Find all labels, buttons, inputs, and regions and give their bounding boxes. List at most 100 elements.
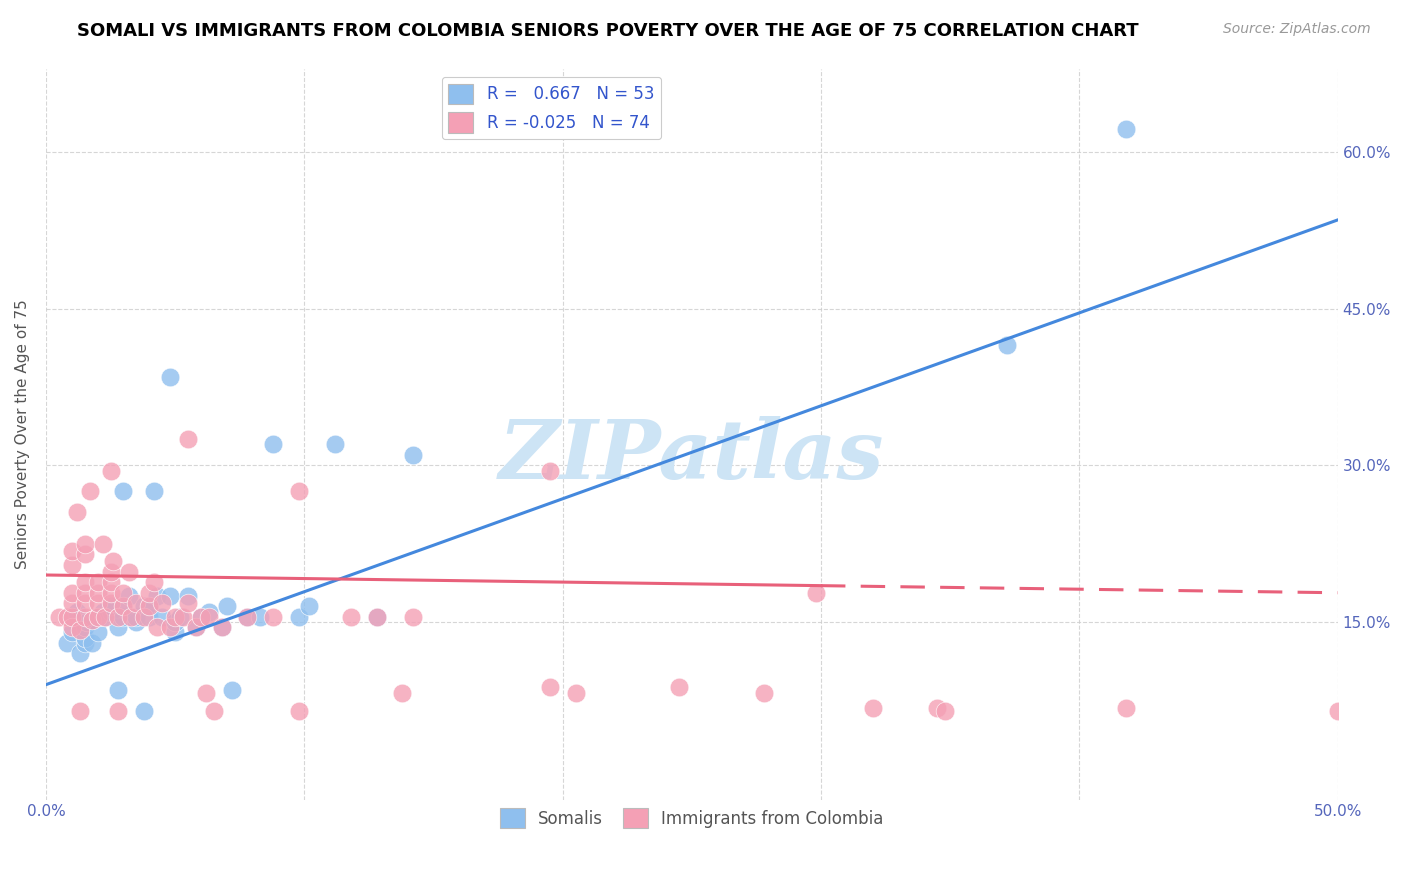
Point [564,686,586,700]
Point [86,609,108,624]
Point [262,609,284,624]
Point [134,704,156,718]
Point [172,609,194,624]
Point [197,605,219,619]
Point [112,586,135,600]
Point [146,589,169,603]
Y-axis label: Seniors Poverty Over the Age of 75: Seniors Poverty Over the Age of 75 [15,299,30,569]
Point [143,484,166,499]
Point [73,636,96,650]
Point [177,432,200,446]
Point [236,609,259,624]
Point [143,575,166,590]
Point [221,682,243,697]
Point [165,609,187,624]
Point [236,609,259,624]
Point [249,609,271,624]
Point [165,615,187,629]
Point [86,625,108,640]
Point [184,620,207,634]
Point [862,700,884,714]
Point [159,589,181,603]
Point [73,596,96,610]
Point [86,596,108,610]
Point [86,586,108,600]
Point [934,704,956,718]
Text: SOMALI VS IMMIGRANTS FROM COLOMBIA SENIORS POVERTY OVER THE AGE OF 75 CORRELATIO: SOMALI VS IMMIGRANTS FROM COLOMBIA SENIO… [77,22,1139,40]
Point [288,484,311,499]
Point [60,625,83,640]
Point [86,575,108,590]
Point [82,636,104,650]
Point [340,609,363,624]
Point [804,586,827,600]
Point [94,609,117,624]
Point [60,544,83,558]
Point [69,646,91,660]
Point [73,586,96,600]
Point [48,609,70,624]
Point [159,620,181,634]
Point [91,605,114,619]
Point [107,609,129,624]
Point [60,586,83,600]
Point [125,609,148,624]
Point [73,547,96,561]
Point [100,575,122,590]
Point [117,565,139,579]
Point [1326,704,1348,718]
Point [184,620,207,634]
Point [60,620,83,634]
Point [1115,700,1137,714]
Legend: Somalis, Immigrants from Colombia: Somalis, Immigrants from Colombia [494,801,890,835]
Point [146,620,169,634]
Point [391,686,413,700]
Point [190,609,212,624]
Point [101,554,124,568]
Point [82,613,104,627]
Point [138,609,160,624]
Point [177,589,200,603]
Point [138,586,160,600]
Point [94,609,117,624]
Point [112,599,135,614]
Point [159,369,181,384]
Point [211,620,233,634]
Point [73,609,96,624]
Point [262,437,284,451]
Point [177,596,200,610]
Point [69,624,91,638]
Point [86,609,108,624]
Point [165,625,187,640]
Point [668,680,690,694]
Point [117,589,139,603]
Point [366,609,388,624]
Point [538,464,561,478]
Point [195,686,218,700]
Point [100,596,122,610]
Point [402,609,425,624]
Point [107,704,129,718]
Point [73,536,96,550]
Point [125,615,148,629]
Point [752,686,775,700]
Point [73,620,96,634]
Point [1115,122,1137,136]
Point [73,575,96,590]
Point [69,704,91,718]
Point [120,609,142,624]
Point [197,609,219,624]
Point [66,605,89,619]
Point [107,682,129,697]
Point [60,609,83,624]
Point [298,599,321,614]
Point [112,609,135,624]
Point [215,599,238,614]
Point [134,609,156,624]
Point [55,609,77,624]
Point [288,704,311,718]
Point [190,609,212,624]
Point [211,620,233,634]
Point [169,609,191,624]
Point [112,484,135,499]
